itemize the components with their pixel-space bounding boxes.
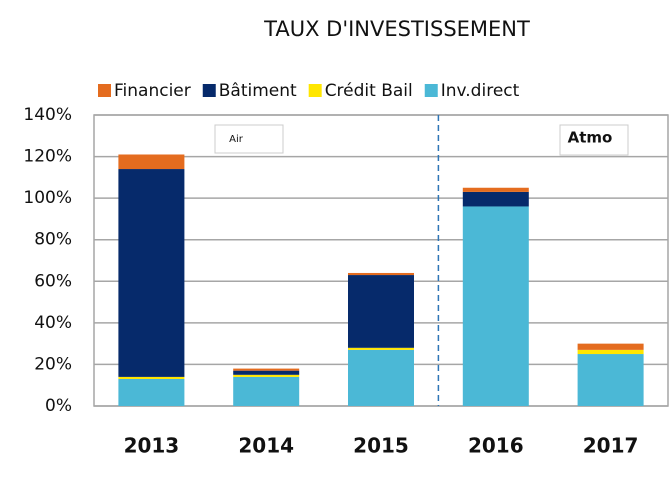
bar-segment xyxy=(233,370,300,375)
logo-text: Air xyxy=(229,134,244,145)
logo-box xyxy=(559,124,629,156)
y-tick-label: 140% xyxy=(23,105,72,125)
x-tick-label: 2013 xyxy=(124,434,180,458)
bar-segment xyxy=(462,187,529,192)
y-tick-label: 40% xyxy=(34,313,72,333)
legend-label: Crédit Bail xyxy=(325,81,413,101)
legend-swatch xyxy=(308,84,322,97)
bar-segment xyxy=(348,349,414,406)
bar-segment xyxy=(233,374,300,377)
legend-label: Financier xyxy=(114,81,191,101)
chart-title: TAUX D'INVESTISSEMENT xyxy=(263,17,530,41)
bar-segment xyxy=(462,191,529,207)
bar-segment xyxy=(577,349,644,355)
bar-segment xyxy=(118,378,185,406)
logo-box xyxy=(214,124,284,154)
logo-text: Atmo xyxy=(568,129,613,147)
bar-segment xyxy=(577,354,644,406)
legend-label: Inv.direct xyxy=(441,81,520,101)
bar-segment xyxy=(118,154,185,170)
x-tick-label: 2015 xyxy=(353,434,409,458)
bar-segment xyxy=(348,275,414,348)
legend-swatch xyxy=(98,84,111,97)
y-tick-label: 80% xyxy=(34,230,72,250)
y-tick-label: 0% xyxy=(45,396,72,416)
x-tick-label: 2016 xyxy=(468,434,524,458)
x-tick-label: 2014 xyxy=(238,434,294,458)
bar-segment xyxy=(233,376,300,406)
legend-swatch xyxy=(424,84,438,97)
bar-segment xyxy=(118,169,185,377)
y-tick-label: 100% xyxy=(23,188,72,208)
legend-label: Bâtiment xyxy=(219,81,297,101)
y-tick-label: 20% xyxy=(34,354,72,374)
bar-segment xyxy=(348,272,414,276)
y-tick-label: 120% xyxy=(23,147,72,167)
bar-segment xyxy=(233,368,300,371)
bar-segment xyxy=(577,343,644,350)
legend-swatch xyxy=(202,84,216,97)
x-tick-label: 2017 xyxy=(583,434,639,458)
y-tick-label: 60% xyxy=(34,271,72,291)
bar-segment xyxy=(462,206,529,406)
bar-segment xyxy=(348,347,414,350)
bar-segment xyxy=(118,376,185,379)
